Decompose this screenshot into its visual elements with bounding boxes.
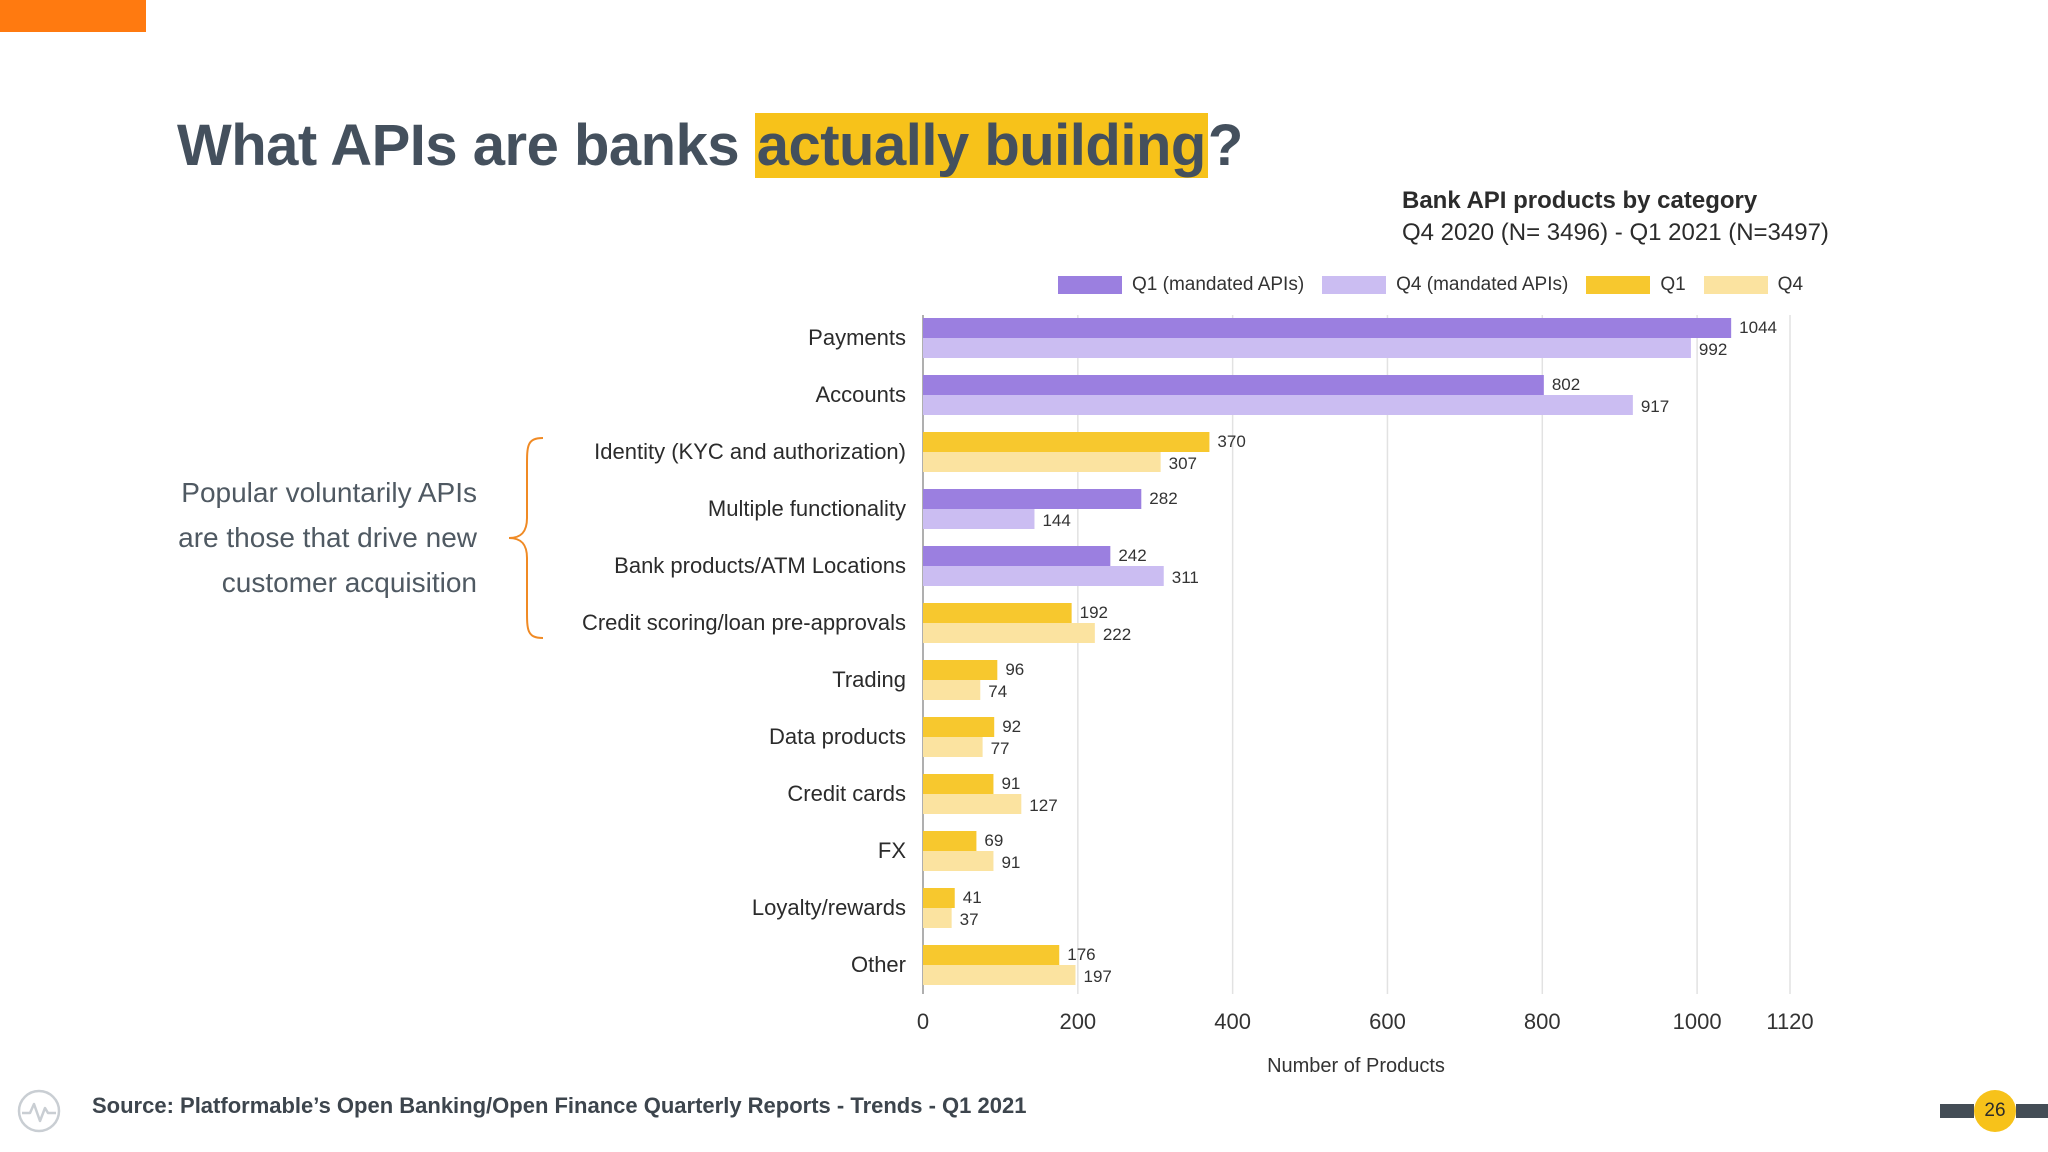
bar-value-label-q1: 69 (984, 831, 1003, 850)
x-axis-label: Number of Products (1267, 1055, 1445, 1077)
legend-swatch (1322, 276, 1387, 294)
x-tick-label: 400 (1214, 1009, 1251, 1034)
bar-q4 (923, 794, 1022, 814)
bar-q4 (923, 851, 994, 871)
bar-value-label-q1: 96 (1005, 660, 1024, 679)
legend-label: Q4 (mandated APIs) (1396, 274, 1569, 295)
legend-label: Q1 (1660, 274, 1686, 295)
chart-title: Bank API products by category (1402, 187, 1758, 214)
category-label: Multiple functionality (708, 496, 906, 521)
source-citation: Source: Platformable’s Open Banking/Open… (92, 1093, 1027, 1118)
bar-value-label-q4: 307 (1169, 454, 1197, 473)
bar-q4 (923, 965, 1076, 985)
bar-q4 (923, 737, 983, 757)
category-label: Bank products/ATM Locations (614, 553, 906, 578)
category-label: FX (878, 838, 906, 863)
bar-q4 (923, 338, 1691, 358)
category-label: Identity (KYC and authorization) (594, 439, 906, 464)
chart-legend: Q1 (mandated APIs) Q4 (mandated APIs) Q1… (1058, 270, 1821, 300)
page-title: What APIs are banks actually building? (177, 112, 1243, 179)
bar-q4 (923, 452, 1161, 472)
top-accent-bar (0, 0, 146, 32)
category-label: Accounts (816, 382, 907, 407)
page-number-badge: 26 (1974, 1090, 2016, 1132)
bar-q4 (923, 509, 1035, 529)
bar-value-label-q4: 917 (1641, 397, 1669, 416)
bar-value-label-q4: 91 (1001, 853, 1020, 872)
title-highlight: actually building (754, 113, 1208, 178)
legend-label: Q4 (1777, 274, 1804, 295)
bar-value-label-q1: 242 (1118, 546, 1146, 565)
bar-q4 (923, 623, 1095, 643)
bar-value-label-q1: 802 (1552, 375, 1580, 394)
x-tick-label: 1000 (1673, 1009, 1722, 1034)
category-label: Credit scoring/loan pre-approvals (582, 610, 906, 635)
bar-q1 (923, 888, 955, 908)
legend-item-q1: Q1 (1586, 274, 1686, 296)
bar-q1 (923, 660, 998, 680)
bar-q1 (923, 546, 1111, 566)
x-tick-label: 1120 (1766, 1009, 1813, 1034)
legend-swatch (1703, 276, 1768, 294)
x-tick-label: 800 (1524, 1009, 1561, 1034)
x-tick-label: 200 (1059, 1009, 1096, 1034)
pulse-circle-logo-icon (17, 1089, 61, 1133)
bar-value-label-q1: 192 (1080, 603, 1108, 622)
bar-value-label-q1: 282 (1149, 489, 1177, 508)
page-indicator-bar (1940, 1104, 1974, 1118)
chart-subtitle: Q4 2020 (N= 3496) - Q1 2021 (N=3497) (1402, 219, 1829, 246)
x-tick-label: 0 (917, 1009, 929, 1034)
bar-value-label-q4: 992 (1699, 340, 1727, 359)
bar-q4 (923, 908, 952, 928)
bar-q4 (923, 395, 1633, 415)
title-text-start: What APIs are banks (177, 113, 755, 178)
x-tick-label: 600 (1369, 1009, 1406, 1034)
bar-value-label-q4: 77 (991, 739, 1010, 758)
bar-value-label-q1: 1044 (1739, 318, 1777, 337)
bar-value-label-q4: 127 (1029, 796, 1057, 815)
curly-brace-icon (508, 437, 544, 639)
category-label: Credit cards (787, 781, 906, 806)
bar-value-label-q1: 370 (1217, 432, 1245, 451)
bar-value-label-q1: 176 (1067, 945, 1095, 964)
legend-item-q4-mandated: Q4 (mandated APIs) (1322, 274, 1568, 296)
bar-q1 (923, 432, 1210, 452)
category-label: Payments (808, 325, 906, 350)
bar-value-label-q1: 41 (963, 888, 982, 907)
legend-swatch (1058, 276, 1122, 294)
bar-q1 (923, 717, 995, 737)
legend-item-q1-mandated: Q1 (mandated APIs) (1058, 274, 1304, 296)
page-indicator-bar (2016, 1104, 2048, 1118)
bar-q1 (923, 774, 994, 794)
bar-value-label-q1: 92 (1002, 717, 1021, 736)
legend-label: Q1 (mandated APIs) (1132, 274, 1305, 295)
bar-q4 (923, 680, 981, 700)
callout-line: Popular voluntarily APIs (181, 477, 477, 508)
legend-swatch (1586, 276, 1651, 294)
bar-q1 (923, 489, 1142, 509)
bar-q1 (923, 945, 1060, 965)
bar-value-label-q4: 311 (1172, 568, 1199, 587)
bar-value-label-q4: 74 (988, 682, 1007, 701)
bar-q1 (923, 375, 1544, 395)
bar-value-label-q4: 144 (1042, 511, 1070, 530)
callout-text: Popular voluntarily APIs are those that … (100, 470, 477, 605)
bar-value-label-q4: 37 (960, 910, 979, 929)
bar-q1 (923, 318, 1732, 338)
category-label: Data products (769, 724, 906, 749)
title-text-end: ? (1207, 113, 1243, 178)
bar-q4 (923, 566, 1164, 586)
category-label: Loyalty/rewards (752, 895, 906, 920)
legend-item-q4: Q4 (1703, 274, 1804, 296)
bar-q1 (923, 603, 1072, 623)
bar-value-label-q4: 222 (1103, 625, 1131, 644)
callout-line: are those that drive new (178, 522, 477, 553)
bar-value-label-q4: 197 (1083, 967, 1111, 986)
bar-value-label-q1: 91 (1001, 774, 1020, 793)
callout-line: customer acquisition (221, 567, 477, 598)
category-label: Other (851, 952, 906, 977)
bar-q1 (923, 831, 977, 851)
category-label: Trading (832, 667, 906, 692)
